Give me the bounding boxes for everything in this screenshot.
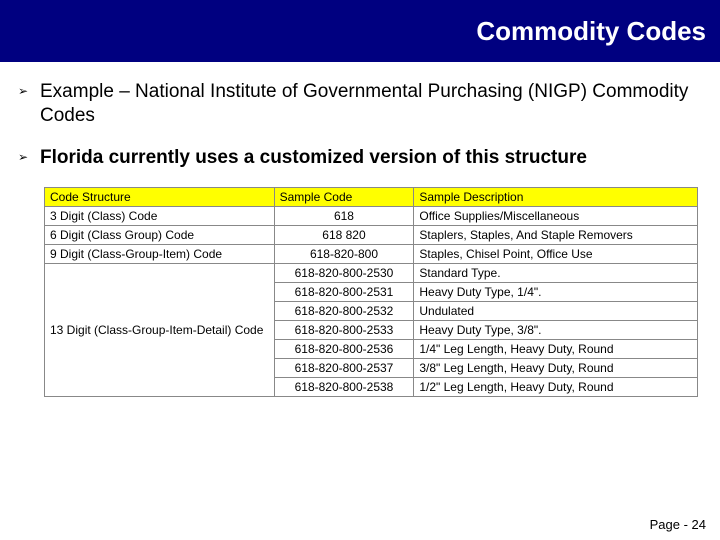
table-header-cell: Sample Description: [414, 188, 698, 207]
sample-code-cell: 618-820-800-2536: [274, 340, 414, 359]
sample-desc-cell: Heavy Duty Type, 3/8".: [414, 321, 698, 340]
title-bar: Commodity Codes: [0, 0, 720, 62]
page-footer: Page - 24: [650, 517, 706, 532]
codes-table-wrap: Code Structure Sample Code Sample Descri…: [44, 187, 702, 397]
sample-code-cell: 618: [274, 207, 414, 226]
table-row: 3 Digit (Class) Code618Office Supplies/M…: [45, 207, 698, 226]
sample-desc-cell: Undulated: [414, 302, 698, 321]
sample-code-cell: 618-820-800: [274, 245, 414, 264]
slide-title: Commodity Codes: [476, 16, 706, 47]
bullet-text: Florida currently uses a customized vers…: [40, 146, 587, 170]
table-row: 6 Digit (Class Group) Code618 820Stapler…: [45, 226, 698, 245]
sample-desc-cell: Standard Type.: [414, 264, 698, 283]
bullet-marker-icon: ➢: [18, 80, 40, 98]
bullet-marker-icon: ➢: [18, 146, 40, 164]
sample-desc-cell: 3/8" Leg Length, Heavy Duty, Round: [414, 359, 698, 378]
table-row: 9 Digit (Class-Group-Item) Code618-820-8…: [45, 245, 698, 264]
structure-cell: 9 Digit (Class-Group-Item) Code: [45, 245, 275, 264]
table-row: 13 Digit (Class-Group-Item-Detail) Code6…: [45, 264, 698, 283]
structure-cell: 6 Digit (Class Group) Code: [45, 226, 275, 245]
sample-code-cell: 618-820-800-2531: [274, 283, 414, 302]
sample-desc-cell: 1/4" Leg Length, Heavy Duty, Round: [414, 340, 698, 359]
sample-code-cell: 618-820-800-2538: [274, 378, 414, 397]
codes-table: Code Structure Sample Code Sample Descri…: [44, 187, 698, 397]
table-header-cell: Sample Code: [274, 188, 414, 207]
sample-code-cell: 618-820-800-2533: [274, 321, 414, 340]
sample-code-cell: 618-820-800-2530: [274, 264, 414, 283]
sample-desc-cell: Staples, Chisel Point, Office Use: [414, 245, 698, 264]
sample-desc-cell: 1/2" Leg Length, Heavy Duty, Round: [414, 378, 698, 397]
sample-desc-cell: Heavy Duty Type, 1/4".: [414, 283, 698, 302]
bullet-item: ➢ Example – National Institute of Govern…: [18, 80, 702, 128]
sample-code-cell: 618-820-800-2537: [274, 359, 414, 378]
structure-cell: 13 Digit (Class-Group-Item-Detail) Code: [45, 264, 275, 397]
table-header-cell: Code Structure: [45, 188, 275, 207]
sample-desc-cell: Staplers, Staples, And Staple Removers: [414, 226, 698, 245]
content-area: ➢ Example – National Institute of Govern…: [0, 62, 720, 397]
bullet-text: Example – National Institute of Governme…: [40, 80, 702, 128]
bullet-item: ➢ Florida currently uses a customized ve…: [18, 146, 702, 170]
structure-cell: 3 Digit (Class) Code: [45, 207, 275, 226]
table-header-row: Code Structure Sample Code Sample Descri…: [45, 188, 698, 207]
slide: Commodity Codes ➢ Example – National Ins…: [0, 0, 720, 540]
sample-code-cell: 618 820: [274, 226, 414, 245]
sample-code-cell: 618-820-800-2532: [274, 302, 414, 321]
sample-desc-cell: Office Supplies/Miscellaneous: [414, 207, 698, 226]
